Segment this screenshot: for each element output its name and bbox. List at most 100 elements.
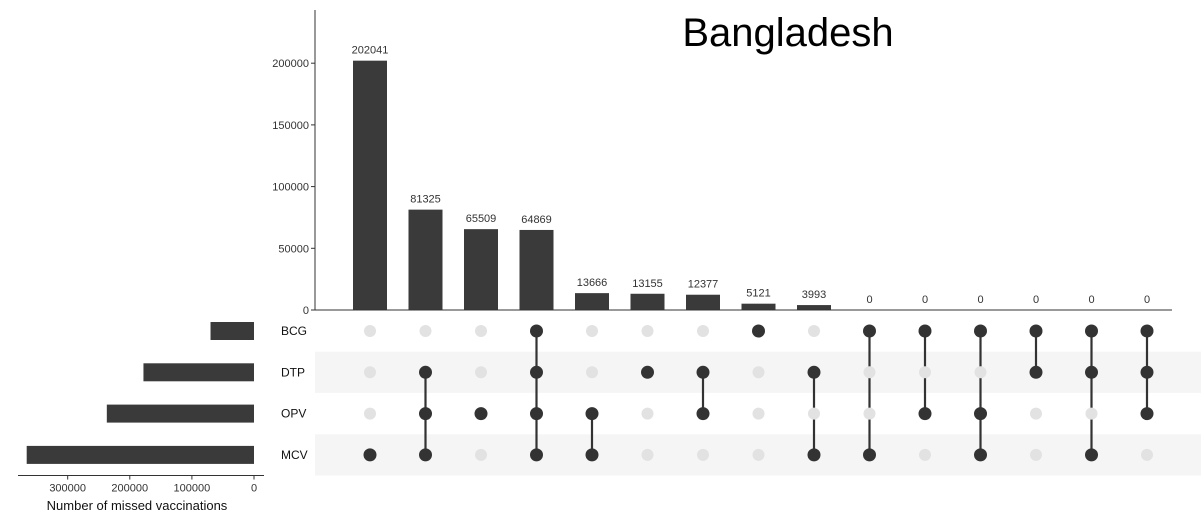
bar-value-label: 0: [977, 294, 983, 306]
matrix-dot-active: [918, 407, 932, 421]
bar-value-label: 0: [922, 294, 928, 306]
matrix-dot-active: [530, 448, 543, 462]
bar-value-label: 64869: [521, 214, 552, 226]
bar-value-label: 202041: [352, 45, 389, 57]
matrix-dot-active: [918, 324, 932, 338]
matrix-dot-active: [585, 407, 599, 421]
set-size-x-axis-label: Number of missed vaccinations: [47, 498, 228, 513]
matrix-dot-active: [363, 448, 377, 462]
matrix-dot-active: [419, 448, 432, 462]
matrix-dot-active: [641, 365, 654, 379]
matrix-dot-inactive: [697, 448, 709, 461]
set-label-bcg: BCG: [281, 324, 307, 338]
set-size-tick-label: 0: [251, 483, 257, 495]
matrix-dot-inactive: [475, 366, 487, 379]
set-size-bar-bcg: [210, 322, 254, 340]
matrix-dot-active: [974, 407, 987, 421]
bar-value-label: 0: [1144, 294, 1150, 306]
intersection-bars: 202041 81325 65509 64869 13666 13155 12377 5121…: [352, 45, 1150, 311]
bar-value-label: 13155: [632, 278, 663, 290]
matrix-dot-active: [752, 324, 765, 338]
matrix-dot-inactive: [1141, 448, 1153, 461]
matrix-dot-inactive: [1030, 407, 1042, 420]
matrix-dot-inactive: [364, 325, 376, 337]
set-size-bar-opv: [106, 404, 255, 423]
intersection-bar: [741, 303, 776, 310]
membership-matrix: [363, 324, 1154, 462]
matrix-dot-active: [974, 448, 987, 462]
matrix-dot-active: [1140, 407, 1154, 421]
set-size-bar-dtp: [143, 363, 254, 382]
matrix-dot-active: [530, 407, 543, 421]
matrix-dot-active: [1029, 324, 1043, 338]
matrix-dot-active: [530, 365, 543, 379]
matrix-dot-inactive: [919, 366, 931, 379]
matrix-dot-inactive: [863, 407, 876, 420]
intersection-bar: [797, 305, 831, 310]
matrix-dot-active: [1085, 448, 1098, 462]
matrix-dot-active: [974, 324, 987, 338]
matrix-dot-inactive: [752, 448, 765, 461]
matrix-dot-inactive: [641, 407, 654, 420]
matrix-dot-inactive: [364, 366, 376, 379]
matrix-dot-active: [696, 407, 710, 421]
matrix-dot-inactive: [475, 325, 487, 337]
y-tick-label: 50000: [278, 243, 309, 255]
matrix-dot-inactive: [641, 325, 654, 337]
matrix-dot-inactive: [808, 325, 820, 337]
bar-value-label: 65509: [466, 213, 497, 225]
intersection-bar: [353, 60, 387, 311]
set-label-opv: OPV: [281, 407, 306, 421]
bar-value-label: 12377: [688, 279, 719, 291]
matrix-dot-active: [419, 365, 432, 379]
matrix-dot-inactive: [1030, 448, 1042, 461]
matrix-dot-active: [863, 324, 876, 338]
matrix-dot-inactive: [641, 448, 654, 461]
matrix-dot-active: [1140, 365, 1154, 379]
set-size-tick-label: 100000: [174, 483, 211, 495]
matrix-dot-active: [1029, 365, 1043, 379]
matrix-dot-inactive: [586, 325, 598, 337]
intersection-bar: [408, 209, 443, 310]
bar-value-label: 81325: [410, 194, 441, 206]
bar-value-label: 13666: [577, 277, 608, 289]
matrix-dot-active: [1140, 324, 1154, 338]
bar-value-label: 0: [866, 294, 872, 306]
intersection-bar: [686, 294, 720, 310]
bar-value-label: 5121: [746, 288, 770, 300]
matrix-dot-active: [1085, 324, 1098, 338]
matrix-dot-inactive: [808, 407, 820, 420]
set-labels: BCG DTP OPV MCV: [281, 324, 308, 462]
y-tick-label: 0: [303, 305, 309, 317]
matrix-dot-inactive: [419, 325, 432, 337]
set-label-dtp: DTP: [281, 365, 305, 379]
matrix-dot-inactive: [364, 407, 376, 420]
chart-title: Bangladesh: [682, 11, 893, 55]
matrix-dot-inactive: [752, 366, 765, 379]
y-tick-label: 150000: [272, 120, 309, 132]
matrix-dot-active: [1085, 365, 1098, 379]
matrix-dot-inactive: [475, 448, 487, 461]
bar-value-label: 3993: [802, 289, 826, 301]
set-size-bar-mcv: [26, 445, 255, 464]
matrix-dot-active: [807, 448, 821, 462]
set-label-mcv: MCV: [281, 448, 308, 462]
matrix-dot-inactive: [919, 448, 931, 461]
matrix-dot-inactive: [697, 325, 709, 337]
matrix-dot-inactive: [863, 366, 876, 379]
matrix-dot-inactive: [974, 366, 987, 379]
set-size-tick-label: 200000: [111, 483, 148, 495]
y-tick-label: 100000: [272, 182, 309, 194]
matrix-dot-inactive: [752, 407, 765, 420]
matrix-dot-active: [474, 407, 488, 421]
matrix-dot-active: [419, 407, 432, 421]
y-tick-label: 200000: [272, 58, 309, 70]
intersection-y-axis: 0 50000 100000 150000 200000: [272, 10, 1172, 317]
bar-value-label: 0: [1033, 294, 1039, 306]
matrix-dot-active: [863, 448, 876, 462]
intersection-bar: [519, 229, 554, 310]
intersection-bar: [575, 293, 609, 310]
matrix-dot-active: [585, 448, 599, 462]
intersection-bar: [630, 293, 665, 310]
